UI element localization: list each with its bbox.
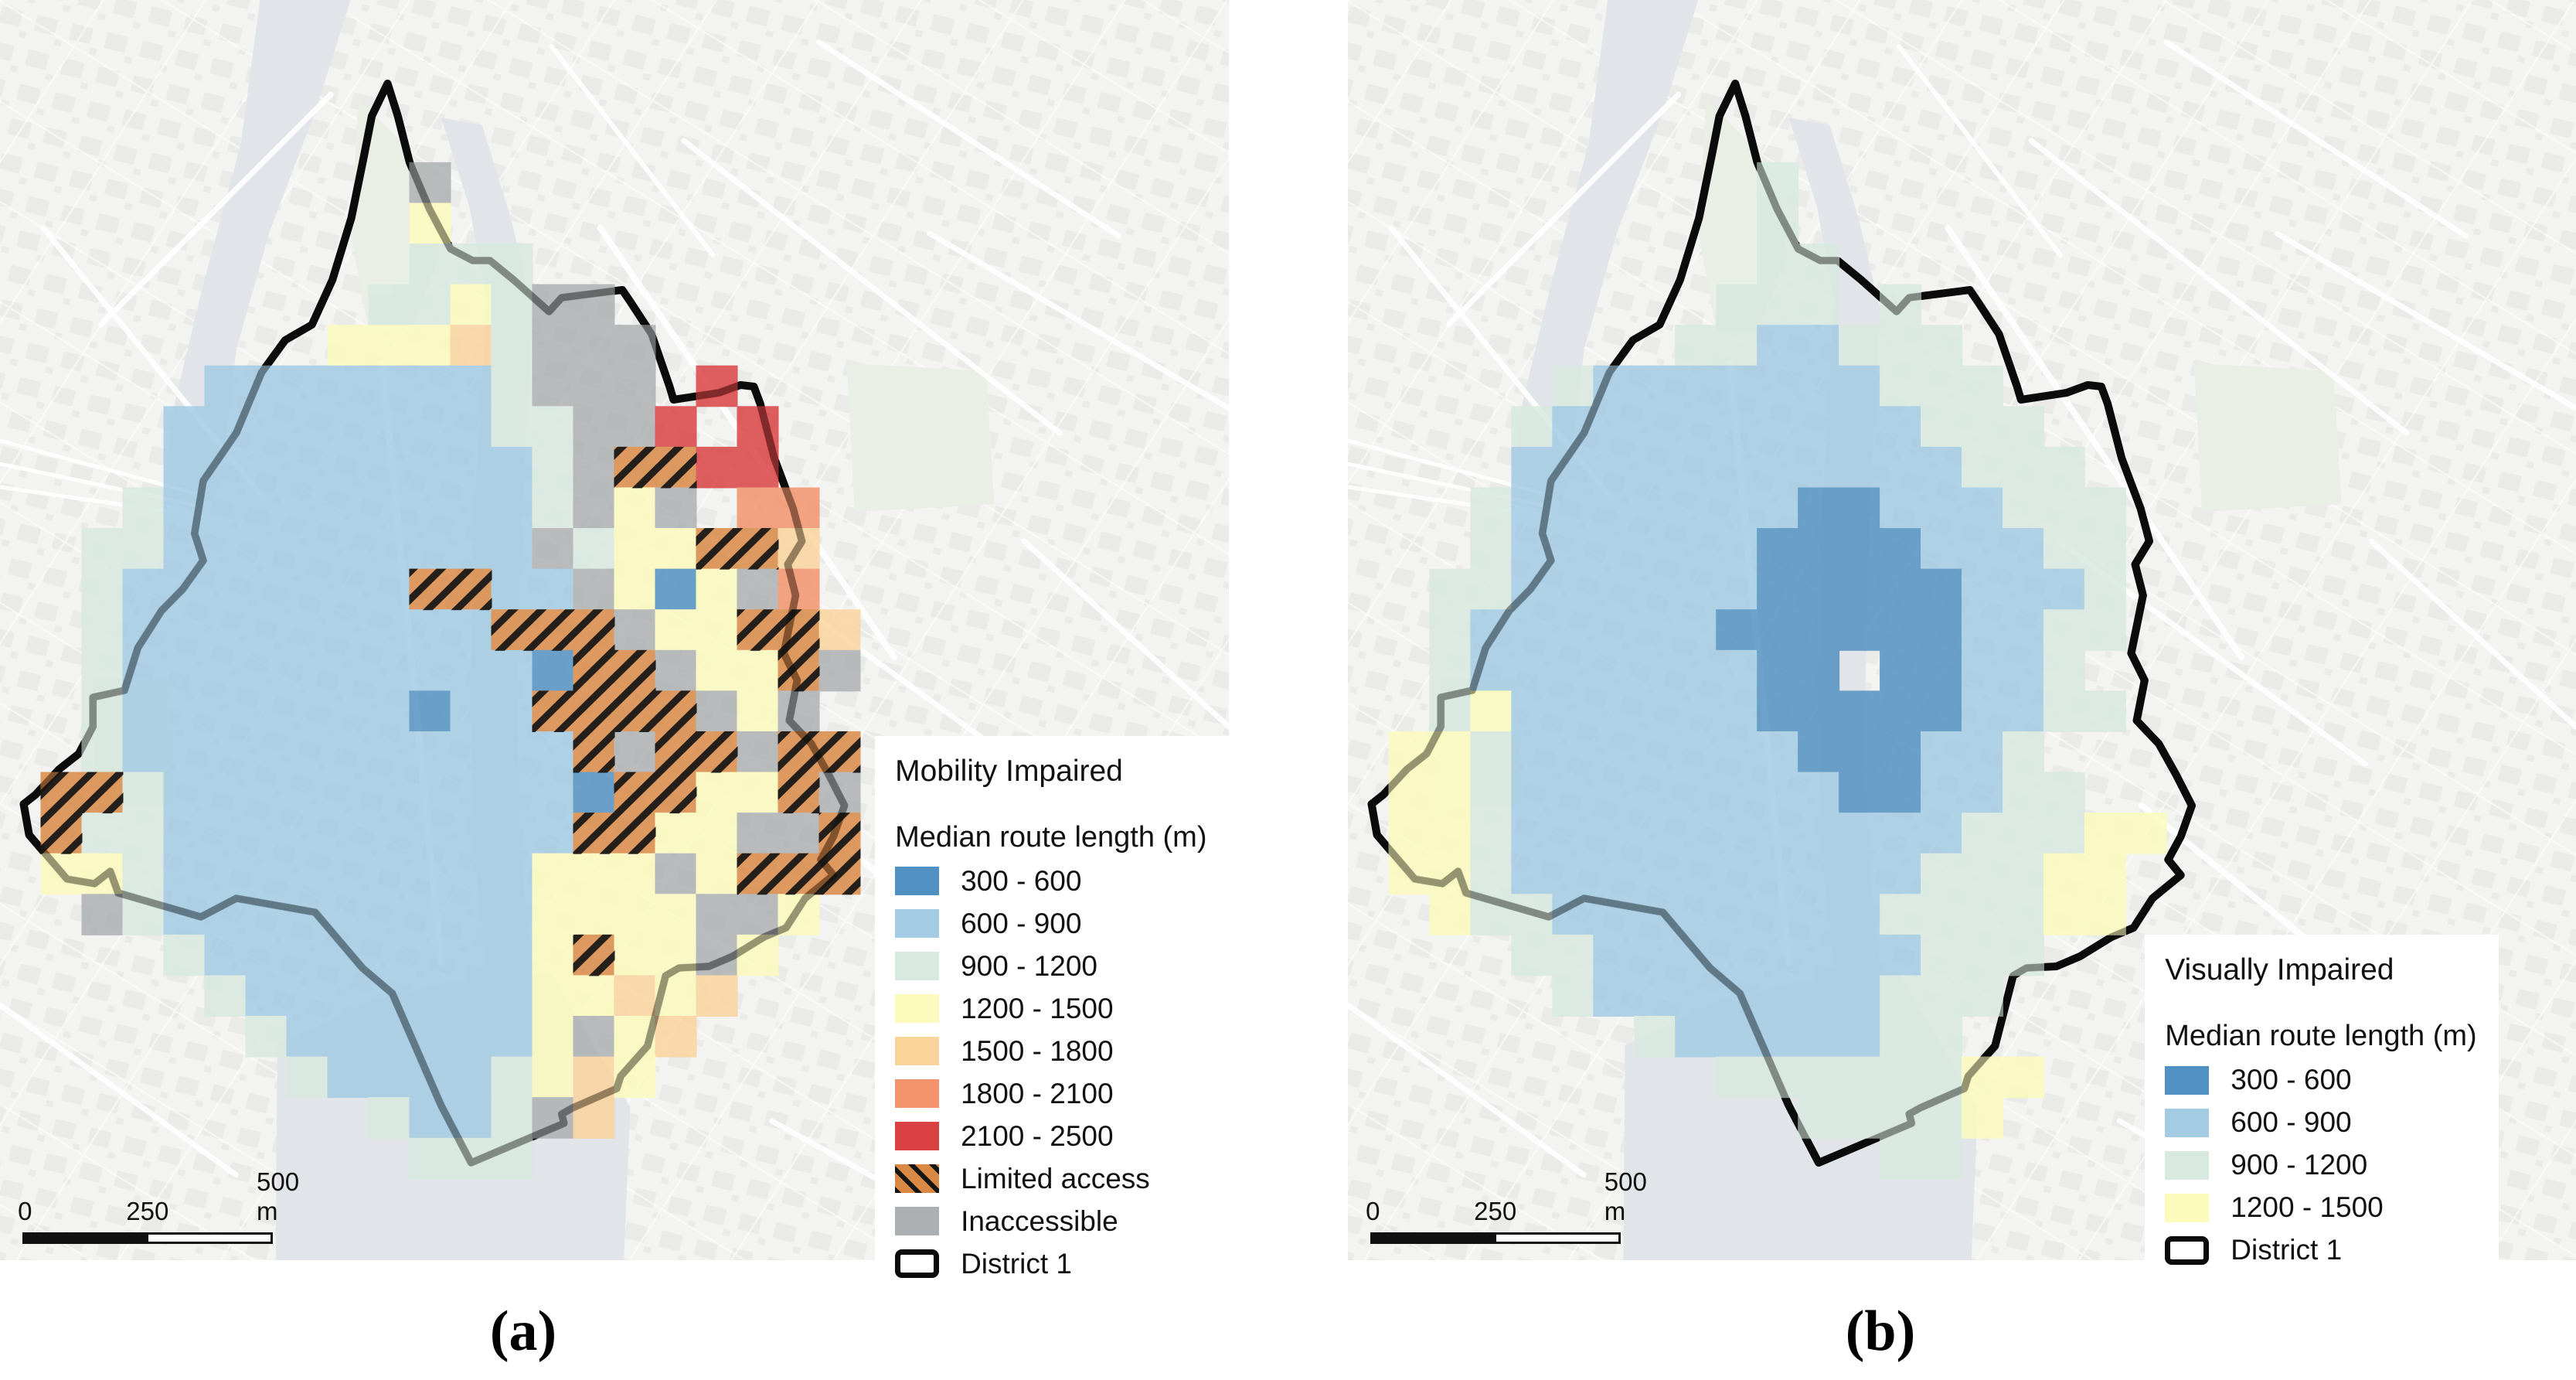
scalebar-labels: 0 250 500 m <box>1366 1167 1647 1226</box>
legend-swatch-fill <box>895 867 940 896</box>
legend-mobility-impaired: Mobility Impaired Median route length (m… <box>875 735 1229 1300</box>
legend-item: 1200 - 1500 <box>2165 1191 2476 1224</box>
legend-item: 300 - 600 <box>2165 1064 2476 1096</box>
legend-item: 600 - 900 <box>2165 1106 2476 1139</box>
legend-item-label: 900 - 1200 <box>2231 1149 2368 1181</box>
caption-b: (b) <box>1845 1300 1916 1363</box>
legend-subtitle: Median route length (m) <box>2165 1020 2477 1053</box>
legend-title: Mobility Impaired <box>895 754 1123 788</box>
legend-swatch-fill <box>895 1207 940 1236</box>
legend-item: 300 - 600 <box>895 865 1206 898</box>
legend-item-label: Inaccessible <box>961 1205 1118 1237</box>
scalebar-bar <box>1370 1232 1621 1244</box>
legend-item-label: 2100 - 2500 <box>961 1119 1114 1152</box>
legend-item: 600 - 900 <box>895 908 1206 940</box>
legend-item: District 1 <box>2165 1234 2476 1266</box>
legend-swatch-fill <box>2165 1065 2210 1095</box>
legend-item-label: 1200 - 1500 <box>2231 1191 2384 1224</box>
scalebar-segment-black <box>22 1232 149 1244</box>
legend-item-label: 300 - 600 <box>961 864 1082 897</box>
legend-item: 900 - 1200 <box>895 950 1206 983</box>
legend-swatch-outline <box>2165 1235 2210 1265</box>
legend-item-label: 1500 - 1800 <box>961 1034 1114 1067</box>
legend-item: 900 - 1200 <box>2165 1149 2476 1181</box>
scalebar-label-250: 250 <box>126 1196 169 1225</box>
legend-item: Limited access <box>895 1163 1206 1195</box>
legend-item-label: 600 - 900 <box>961 907 1082 939</box>
legend-visually-impaired: Visually Impaired Median route length (m… <box>2145 935 2499 1287</box>
legend-item-label: 1200 - 1500 <box>961 992 1114 1024</box>
legend-item-label: 300 - 600 <box>2231 1064 2352 1096</box>
legend-item-label: 600 - 900 <box>2231 1106 2352 1139</box>
legend-swatch-fill <box>895 1079 940 1109</box>
map-canvas-mobility-impaired <box>0 0 1229 1260</box>
map-panel-visually-impaired: Visually Impaired Median route length (m… <box>1348 0 2576 1287</box>
legend-swatch-fill <box>895 994 940 1024</box>
legend-swatch-fill <box>895 1037 940 1066</box>
legend-title: Visually Impaired <box>2165 953 2394 987</box>
legend-swatch-fill <box>895 1122 940 1151</box>
scalebar-bar <box>22 1232 273 1244</box>
scalebar-segment-white <box>148 1232 273 1244</box>
caption-a: (a) <box>489 1300 557 1363</box>
scalebar-labels: 0 250 500 m <box>18 1167 299 1226</box>
legend-subtitle: Median route length (m) <box>895 820 1207 854</box>
legend-item: 1200 - 1500 <box>895 993 1206 1025</box>
scalebar: 0 250 500 m <box>1366 1167 1647 1244</box>
scalebar-label-250: 250 <box>1474 1196 1517 1225</box>
scalebar-label-0: 0 <box>1366 1196 1380 1225</box>
legend-item: 2100 - 2500 <box>895 1120 1206 1153</box>
scalebar-segment-white <box>1496 1232 1621 1244</box>
legend-item: District 1 <box>895 1248 1206 1280</box>
scalebar-label-500m: 500 m <box>257 1167 300 1225</box>
legend-item: 1500 - 1800 <box>895 1035 1206 1068</box>
legend-swatch-hatch <box>895 1164 940 1194</box>
legend-swatch-fill <box>895 909 940 939</box>
scalebar-label-500m: 500 m <box>1604 1167 1647 1225</box>
scalebar: 0 250 500 m <box>18 1167 299 1244</box>
legend-item-label: Limited access <box>961 1162 1150 1194</box>
legend-items: 300 - 600 600 - 900 900 - 1200 1200 - 1500 1… <box>895 865 1206 1280</box>
legend-swatch-outline <box>895 1249 940 1279</box>
legend-swatch-fill <box>2165 1193 2210 1222</box>
legend-swatch-fill <box>2165 1150 2210 1180</box>
legend-item-label: District 1 <box>961 1247 1072 1279</box>
legend-item: 1800 - 2100 <box>895 1078 1206 1110</box>
legend-swatch-fill <box>2165 1108 2210 1137</box>
legend-items: 300 - 600 600 - 900 900 - 1200 1200 - 1500 D… <box>2165 1064 2476 1266</box>
legend-swatch-fill <box>895 952 940 981</box>
legend-item: Inaccessible <box>895 1205 1206 1238</box>
legend-item-label: 900 - 1200 <box>961 949 1098 982</box>
legend-item-label: 1800 - 2100 <box>961 1077 1114 1109</box>
map-panel-mobility-impaired: Mobility Impaired Median route length (m… <box>0 0 1229 1300</box>
scalebar-label-0: 0 <box>18 1196 32 1225</box>
legend-item-label: District 1 <box>2231 1234 2343 1266</box>
scalebar-segment-black <box>1370 1232 1497 1244</box>
